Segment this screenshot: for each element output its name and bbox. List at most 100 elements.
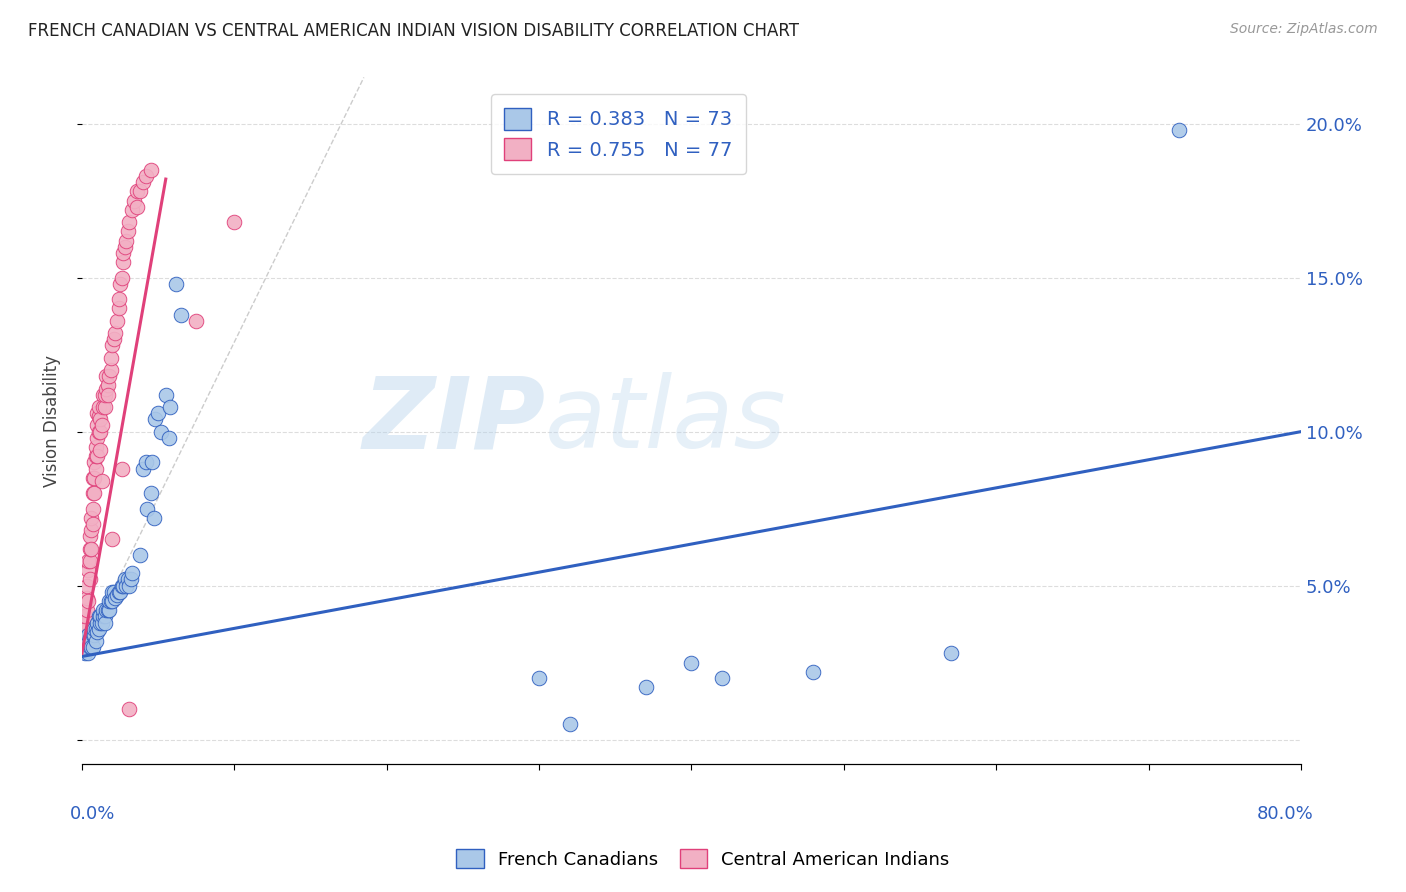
Point [104, 591, 127, 605]
Point [79, 640, 101, 655]
Point [103, 584, 125, 599]
Legend: French Canadians, Central American Indians: French Canadians, Central American India… [450, 841, 956, 876]
Point [110, 461, 132, 475]
Point [86, 406, 108, 420]
Point [77, 554, 100, 568]
Point [79, 529, 101, 543]
Text: FRENCH CANADIAN VS CENTRAL AMERICAN INDIAN VISION DISABILITY CORRELATION CHART: FRENCH CANADIAN VS CENTRAL AMERICAN INDI… [28, 22, 799, 40]
Point [94, 400, 117, 414]
Point [135, 455, 157, 469]
Point [84, 461, 107, 475]
Point [122, 194, 145, 208]
Point [104, 326, 127, 340]
Point [83, 622, 105, 636]
Point [103, 332, 125, 346]
Point [139, 162, 162, 177]
Point [710, 671, 733, 685]
Point [73, 609, 96, 624]
Point [91, 603, 114, 617]
Point [80, 523, 103, 537]
Point [186, 314, 208, 328]
Point [77, 594, 100, 608]
Point [159, 400, 181, 414]
Point [114, 240, 136, 254]
Point [77, 628, 100, 642]
Point [101, 594, 124, 608]
Point [97, 387, 120, 401]
Point [128, 548, 150, 562]
Point [76, 603, 98, 617]
Point [98, 369, 121, 384]
Point [87, 425, 110, 439]
Point [98, 603, 121, 617]
Point [107, 584, 129, 599]
Point [80, 511, 103, 525]
Point [90, 615, 112, 630]
Point [143, 412, 166, 426]
Point [87, 622, 110, 636]
Point [73, 622, 96, 636]
Point [150, 425, 173, 439]
Point [117, 573, 139, 587]
Point [107, 292, 129, 306]
Point [77, 563, 100, 577]
Point [112, 246, 135, 260]
Point [91, 609, 114, 624]
Legend: R = 0.383   N = 73, R = 0.755   N = 77: R = 0.383 N = 73, R = 0.755 N = 77 [491, 94, 747, 174]
Point [86, 624, 108, 639]
Point [121, 566, 143, 581]
Point [128, 185, 150, 199]
Point [72, 631, 94, 645]
Point [76, 591, 98, 605]
Text: atlas: atlas [546, 372, 787, 469]
Point [132, 461, 155, 475]
Point [80, 541, 103, 556]
Text: 80.0%: 80.0% [1257, 805, 1313, 823]
Point [73, 640, 96, 655]
Point [98, 594, 121, 608]
Point [77, 647, 100, 661]
Point [83, 455, 105, 469]
Point [89, 609, 111, 624]
Point [97, 603, 120, 617]
Point [89, 443, 111, 458]
Point [121, 202, 143, 217]
Point [97, 378, 120, 392]
Point [86, 615, 108, 630]
Point [82, 471, 104, 485]
Point [110, 579, 132, 593]
Point [139, 486, 162, 500]
Point [83, 486, 105, 500]
Point [84, 440, 107, 454]
Point [527, 671, 550, 685]
Point [83, 628, 105, 642]
Point [87, 409, 110, 424]
Point [87, 609, 110, 624]
Point [155, 387, 177, 401]
Point [939, 647, 962, 661]
Point [79, 554, 101, 568]
Point [80, 634, 103, 648]
Point [115, 579, 138, 593]
Point [79, 631, 101, 645]
Point [108, 277, 131, 291]
Point [94, 387, 117, 401]
Point [120, 573, 142, 587]
Point [558, 717, 581, 731]
Point [146, 406, 169, 420]
Point [76, 579, 98, 593]
Point [89, 425, 111, 439]
Point [82, 628, 104, 642]
Point [90, 418, 112, 433]
Point [86, 431, 108, 445]
Point [634, 680, 657, 694]
Point [82, 501, 104, 516]
Point [117, 224, 139, 238]
Point [100, 363, 122, 377]
Point [107, 301, 129, 316]
Point [90, 474, 112, 488]
Point [125, 185, 148, 199]
Point [125, 200, 148, 214]
Point [82, 486, 104, 500]
Point [803, 665, 825, 679]
